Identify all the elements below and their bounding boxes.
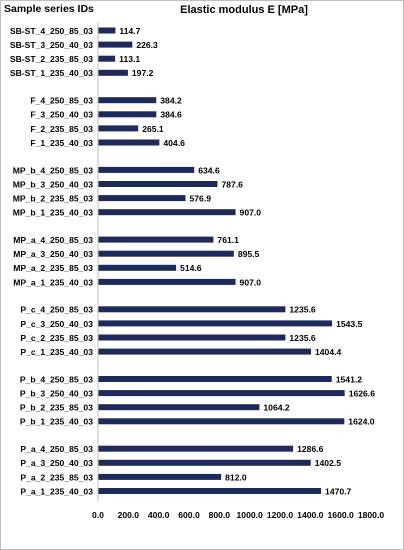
category-label: P_b_3_250_40_03 <box>20 389 93 399</box>
bar <box>98 166 195 173</box>
bar <box>98 111 157 118</box>
category-label: P_c_4_250_85_03 <box>20 305 93 315</box>
category-label: P_b_4_250_85_03 <box>20 374 93 384</box>
category-label: P_b_1_235_40_03 <box>20 417 93 427</box>
category-label: P_c_3_250_40_03 <box>20 319 93 329</box>
category-label: MP_b_3_250_40_03 <box>13 179 93 189</box>
data-label: 1543.5 <box>336 319 363 329</box>
data-label: 404.6 <box>163 138 185 148</box>
data-label: 384.6 <box>160 110 182 120</box>
bar <box>98 488 322 494</box>
category-label: P_a_4_250_85_03 <box>20 444 93 454</box>
bar <box>98 473 222 480</box>
bar <box>98 250 234 257</box>
x-tick-label: 0.0 <box>92 510 104 520</box>
data-label: 1541.2 <box>336 374 363 384</box>
category-label: F_2_235_85_03 <box>30 124 93 134</box>
category-label: SB-ST_1_235_40_03 <box>10 68 93 78</box>
data-label: 1626.6 <box>349 389 376 399</box>
chart-title: Elastic modulus E [MPa] <box>180 4 308 16</box>
category-label: MP_a_3_250_40_03 <box>13 249 93 259</box>
bar <box>98 139 160 146</box>
data-label: 1404.4 <box>315 347 342 357</box>
data-label: 812.0 <box>225 472 247 482</box>
category-label: MP_a_2_235_85_03 <box>13 263 93 273</box>
data-label: 1402.5 <box>315 458 342 468</box>
data-label: 761.1 <box>217 235 239 245</box>
bar <box>98 390 345 397</box>
bar <box>98 55 116 62</box>
category-label: MP_b_4_250_85_03 <box>13 165 93 175</box>
x-tick-label: 1400.0 <box>297 510 324 520</box>
data-label: 114.7 <box>119 26 140 36</box>
category-label: SB-ST_2_235_85_03 <box>10 54 93 64</box>
bar <box>98 41 133 48</box>
category-label: P_a_3_250_40_03 <box>20 458 93 468</box>
bar <box>98 69 128 76</box>
data-label: 265.1 <box>142 124 164 134</box>
x-tick-label: 1000.0 <box>237 510 264 520</box>
data-label: 787.6 <box>221 179 243 189</box>
bar <box>98 195 186 202</box>
data-label: 576.9 <box>189 194 211 204</box>
x-tick-label: 1200.0 <box>267 510 294 520</box>
bar <box>98 404 260 411</box>
data-label: 1286.6 <box>297 444 324 454</box>
bar <box>98 264 177 271</box>
data-label: 1624.0 <box>348 417 375 427</box>
plot-area: SB-ST_4_250_85_03 114.7 SB-ST_3_250_40_03 2… <box>10 22 384 520</box>
data-label: 384.2 <box>160 96 182 106</box>
data-label: 895.5 <box>238 249 260 259</box>
category-label: SB-ST_3_250_40_03 <box>10 40 93 50</box>
category-label: MP_a_4_250_85_03 <box>13 235 93 245</box>
bar <box>98 306 286 313</box>
category-label: P_b_2_235_85_03 <box>20 403 93 413</box>
data-label: 1235.6 <box>289 333 316 343</box>
category-label: P_a_1_235_40_03 <box>20 486 93 496</box>
data-label: 907.0 <box>240 277 262 287</box>
category-label: P_c_1_235_40_03 <box>20 347 93 357</box>
category-label: F_4_250_85_03 <box>30 96 93 106</box>
data-label: 1235.6 <box>289 305 316 315</box>
x-tick-label: 600.0 <box>178 510 200 520</box>
bar <box>98 320 333 327</box>
category-axis-title: Sample series IDs <box>4 3 94 15</box>
bar <box>98 459 311 466</box>
bar <box>98 334 286 341</box>
x-tick-label: 400.0 <box>148 510 170 520</box>
bar <box>98 278 236 285</box>
data-label: 1470.7 <box>325 486 352 496</box>
bar <box>98 236 214 243</box>
x-tick-label: 1800.0 <box>358 510 385 520</box>
bar <box>98 97 157 104</box>
data-label: 514.6 <box>180 263 202 273</box>
bar <box>98 445 294 452</box>
category-label: MP_a_1_235_40_03 <box>13 277 93 287</box>
bar <box>98 125 139 132</box>
bar <box>98 376 332 382</box>
data-label: 907.0 <box>240 208 262 218</box>
category-label: P_c_2_235_85_03 <box>20 333 93 343</box>
data-label: 226.3 <box>136 40 158 50</box>
bar <box>98 181 218 187</box>
bar <box>98 418 345 425</box>
data-label: 1064.2 <box>263 403 290 413</box>
data-label: 634.6 <box>198 165 220 175</box>
bar <box>98 27 116 34</box>
category-label: MP_b_1_235_40_03 <box>13 208 93 218</box>
category-label: SB-ST_4_250_85_03 <box>10 26 93 36</box>
data-label: 113.1 <box>119 54 140 64</box>
x-tick-label: 200.0 <box>118 510 140 520</box>
data-label: 197.2 <box>132 68 154 78</box>
category-label: P_a_2_235_85_03 <box>20 472 93 482</box>
bar <box>98 209 236 216</box>
bar <box>98 348 312 355</box>
x-tick-label: 1600.0 <box>328 510 355 520</box>
category-label: F_3_250_40_03 <box>30 110 93 120</box>
category-label: F_1_235_40_03 <box>30 138 93 148</box>
x-tick-label: 800.0 <box>209 510 231 520</box>
category-label: MP_b_2_235_85_03 <box>13 194 93 204</box>
